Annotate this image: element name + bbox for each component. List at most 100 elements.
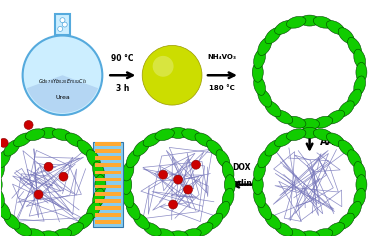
- Ellipse shape: [133, 140, 149, 156]
- Ellipse shape: [299, 231, 319, 237]
- Ellipse shape: [25, 129, 45, 141]
- Ellipse shape: [143, 223, 161, 236]
- Ellipse shape: [195, 133, 213, 147]
- Ellipse shape: [224, 175, 235, 195]
- Ellipse shape: [121, 175, 132, 195]
- Ellipse shape: [265, 213, 281, 229]
- Ellipse shape: [155, 229, 174, 237]
- Ellipse shape: [87, 201, 100, 219]
- Ellipse shape: [299, 15, 319, 26]
- Ellipse shape: [254, 162, 265, 181]
- Ellipse shape: [258, 150, 272, 168]
- Circle shape: [142, 46, 202, 105]
- Ellipse shape: [348, 89, 361, 107]
- Circle shape: [58, 27, 63, 32]
- Ellipse shape: [313, 129, 333, 141]
- Circle shape: [44, 162, 53, 171]
- Circle shape: [24, 120, 33, 129]
- Circle shape: [183, 185, 192, 194]
- Text: AA: AA: [319, 137, 334, 147]
- Ellipse shape: [133, 213, 149, 229]
- Text: DOX: DOX: [232, 163, 251, 172]
- Ellipse shape: [222, 162, 234, 181]
- Text: Uptake: Uptake: [93, 179, 124, 188]
- Ellipse shape: [195, 223, 213, 236]
- Text: 90 °C: 90 °C: [111, 54, 134, 63]
- Ellipse shape: [265, 140, 281, 156]
- Text: loading: loading: [226, 179, 258, 188]
- FancyBboxPatch shape: [95, 213, 121, 217]
- Text: Urea: Urea: [55, 95, 70, 100]
- Ellipse shape: [122, 162, 134, 181]
- Ellipse shape: [65, 133, 83, 147]
- Circle shape: [0, 138, 8, 147]
- Ellipse shape: [254, 76, 265, 95]
- Ellipse shape: [252, 62, 263, 82]
- Ellipse shape: [168, 128, 188, 138]
- Ellipse shape: [143, 133, 161, 147]
- Ellipse shape: [252, 175, 263, 195]
- Ellipse shape: [258, 201, 272, 219]
- Ellipse shape: [87, 150, 100, 168]
- Ellipse shape: [258, 89, 272, 107]
- Ellipse shape: [4, 213, 20, 229]
- Text: NH₄VO₃: NH₄VO₃: [207, 54, 236, 60]
- FancyBboxPatch shape: [95, 220, 121, 224]
- Ellipse shape: [93, 162, 104, 181]
- Ellipse shape: [52, 229, 72, 237]
- FancyBboxPatch shape: [95, 192, 121, 196]
- Ellipse shape: [65, 223, 83, 236]
- Ellipse shape: [327, 223, 345, 236]
- Ellipse shape: [348, 201, 361, 219]
- FancyBboxPatch shape: [93, 142, 123, 227]
- Ellipse shape: [338, 101, 354, 117]
- Circle shape: [174, 175, 183, 184]
- Ellipse shape: [327, 110, 345, 124]
- FancyBboxPatch shape: [95, 142, 121, 146]
- Ellipse shape: [254, 188, 265, 208]
- Ellipse shape: [182, 229, 201, 237]
- Ellipse shape: [354, 49, 365, 68]
- FancyBboxPatch shape: [95, 149, 121, 153]
- Ellipse shape: [254, 49, 265, 68]
- Ellipse shape: [0, 150, 11, 168]
- Ellipse shape: [0, 162, 4, 181]
- Ellipse shape: [338, 28, 354, 44]
- Ellipse shape: [207, 140, 223, 156]
- FancyBboxPatch shape: [95, 171, 121, 174]
- Ellipse shape: [77, 213, 93, 229]
- Circle shape: [152, 56, 174, 77]
- Wedge shape: [27, 75, 98, 113]
- FancyBboxPatch shape: [95, 178, 121, 182]
- Ellipse shape: [4, 140, 20, 156]
- Circle shape: [59, 172, 68, 181]
- Ellipse shape: [338, 140, 354, 156]
- Ellipse shape: [348, 37, 361, 55]
- Ellipse shape: [275, 133, 293, 147]
- Ellipse shape: [354, 76, 365, 95]
- Circle shape: [169, 200, 178, 209]
- Ellipse shape: [354, 188, 365, 208]
- Ellipse shape: [25, 229, 45, 237]
- Ellipse shape: [275, 223, 293, 236]
- FancyBboxPatch shape: [95, 199, 121, 203]
- Circle shape: [34, 190, 43, 199]
- Circle shape: [159, 170, 168, 179]
- Ellipse shape: [14, 223, 32, 236]
- Ellipse shape: [126, 201, 140, 219]
- Ellipse shape: [287, 129, 306, 141]
- Ellipse shape: [313, 16, 333, 28]
- Circle shape: [62, 22, 67, 27]
- FancyBboxPatch shape: [55, 14, 70, 36]
- Ellipse shape: [168, 231, 188, 237]
- Ellipse shape: [348, 150, 361, 168]
- Circle shape: [23, 36, 102, 115]
- Ellipse shape: [155, 129, 174, 141]
- Ellipse shape: [327, 133, 345, 147]
- Text: Cell: Cell: [100, 163, 116, 172]
- Ellipse shape: [52, 129, 72, 141]
- Ellipse shape: [216, 150, 230, 168]
- Ellipse shape: [313, 229, 333, 237]
- Ellipse shape: [275, 110, 293, 124]
- Ellipse shape: [126, 150, 140, 168]
